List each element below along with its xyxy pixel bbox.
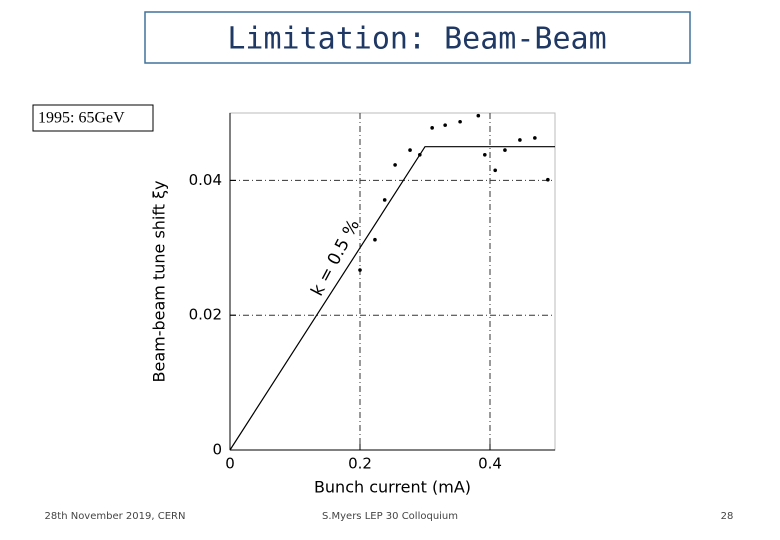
data-point: [358, 268, 362, 272]
footer-center: S.Myers LEP 30 Colloquium: [322, 511, 458, 522]
page-number: 28: [721, 511, 734, 522]
x-tick-label: 0: [225, 455, 235, 473]
data-point: [458, 119, 462, 124]
x-axis-label: Bunch current (mA): [314, 478, 471, 497]
data-point: [393, 163, 397, 167]
data-point: [546, 177, 550, 182]
data-point: [373, 237, 377, 242]
plot: 0 0.02 0.04 0 0.2 0.4 Bunch current (mA) Beam-b…: [150, 112, 556, 497]
x-tick-label: 0.2: [348, 455, 372, 473]
data-point: [430, 126, 434, 130]
data-point: [418, 152, 422, 157]
data-point: [503, 148, 507, 152]
y-tick-label: 0: [212, 441, 222, 459]
footer-left: 28th November 2019, CERN: [45, 511, 186, 522]
label-box: [32, 104, 154, 132]
label: 1995: 65GeV: [38, 110, 125, 127]
data-point: [533, 136, 537, 140]
x-tick-label: 0.4: [478, 455, 502, 473]
data-point: [443, 123, 447, 127]
data-point: [493, 168, 498, 173]
data-point: [483, 152, 487, 157]
data-point: [476, 113, 481, 118]
y-tick-label: 0.04: [189, 171, 222, 189]
fit-line: [229, 146, 555, 451]
data-point: [408, 148, 412, 152]
slide-title: Limitation: Beam-Beam: [227, 22, 606, 57]
data-point: [382, 198, 387, 202]
title-box: [144, 11, 691, 64]
y-axis-label: Beam-beam tune shift ξy: [150, 181, 169, 383]
plot-area: [229, 112, 556, 451]
data-point: [518, 138, 522, 142]
y-tick-label: 0.02: [189, 306, 222, 324]
